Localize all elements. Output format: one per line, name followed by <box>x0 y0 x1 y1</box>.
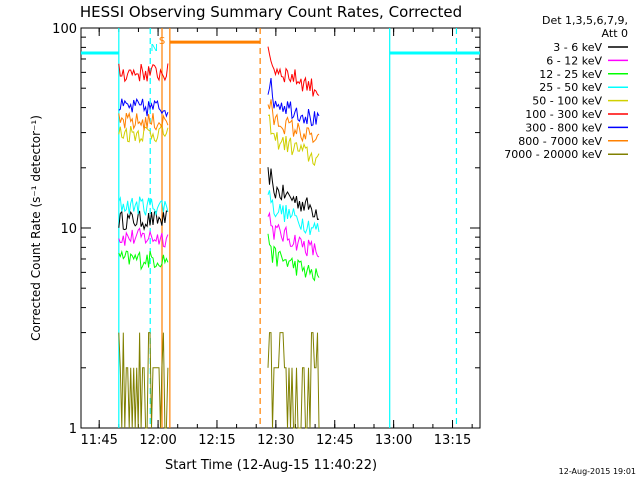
y-tick-label: 1 <box>69 422 77 437</box>
series-trace-3 <box>118 196 169 217</box>
legend-label: 800 - 7000 keV <box>518 135 602 148</box>
legend-header-line-2: Att 0 <box>602 27 628 40</box>
series-trace-8 <box>118 332 169 429</box>
x-tick-label: 11:45 <box>80 433 117 448</box>
series-trace-1 <box>267 211 320 258</box>
x-tick-label: 12:15 <box>198 433 235 448</box>
annotation-s: S <box>159 36 165 47</box>
x-tick-label: 12:00 <box>139 433 176 448</box>
x-tick-label: 12:30 <box>257 433 294 448</box>
series-trace-0 <box>118 210 169 231</box>
x-axis-label: Start Time (12-Aug-15 11:40:22) <box>165 458 377 473</box>
chart-title: HESSI Observing Summary Count Rates, Cor… <box>80 3 462 21</box>
legend-label: 300 - 800 keV <box>525 121 602 134</box>
series-trace-7 <box>118 111 169 131</box>
series-trace-5 <box>267 46 320 97</box>
series-trace-4 <box>118 123 169 144</box>
series-trace-0 <box>267 167 320 220</box>
plot-area: 11:45 12:00 12:15 12:30 12:45 13:00 13:15 1 10 10… <box>52 22 481 448</box>
y-tick-label: 100 <box>52 22 77 37</box>
legend-label: 100 - 300 keV <box>525 108 602 121</box>
y-axis-label: Corrected Count Rate (s⁻¹ detector⁻¹) <box>29 115 43 341</box>
legend-label: 3 - 6 keV <box>553 41 602 54</box>
series-trace-5 <box>118 63 169 83</box>
legend-label: 25 - 50 keV <box>539 81 602 94</box>
annotation-n: N <box>150 43 157 54</box>
series-trace-2 <box>118 249 169 271</box>
x-tick-label: 13:15 <box>434 433 471 448</box>
series-trace-1 <box>118 227 169 248</box>
plot-frame <box>80 27 481 429</box>
legend-label: 6 - 12 keV <box>546 54 602 67</box>
timestamp: 12-Aug-2015 19:01 <box>559 467 636 476</box>
y-tick-label: 10 <box>60 222 77 237</box>
legend-label: 12 - 25 keV <box>539 68 602 81</box>
x-tick-label: 12:45 <box>316 433 353 448</box>
series-trace-2 <box>267 233 320 282</box>
series-trace-7 <box>267 99 320 144</box>
series-trace-4 <box>267 114 320 167</box>
series-trace-6 <box>118 97 169 118</box>
x-tick-label: 13:00 <box>375 433 412 448</box>
series-trace-6 <box>267 78 320 127</box>
legend-label: 50 - 100 keV <box>532 95 602 108</box>
series-trace-8 <box>267 332 320 429</box>
legend-header-line-1: Det 1,3,5,6,7,9, <box>542 14 628 27</box>
series-trace-3 <box>267 190 320 236</box>
legend-label: 7000 - 20000 keV <box>504 148 602 161</box>
